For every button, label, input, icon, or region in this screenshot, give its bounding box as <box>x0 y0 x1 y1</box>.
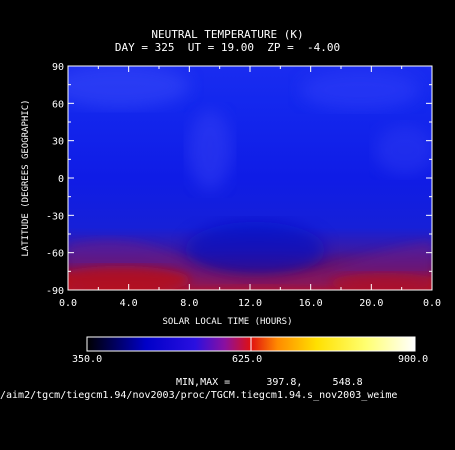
heat-patch-center <box>188 110 232 190</box>
x-tick-label: 16.0 <box>299 298 323 309</box>
colorbar-min-label: 350.0 <box>72 354 103 365</box>
heat-patch-east <box>375 125 432 175</box>
max-value: 548.8 <box>332 377 363 388</box>
x-tick-label: 20.0 <box>359 298 383 309</box>
colorbar-max-label: 900.0 <box>398 354 429 365</box>
y-axis-ticks <box>68 65 432 291</box>
colorbar-mid-label: 625.0 <box>232 354 263 365</box>
min-max-label: MIN,MAX = <box>176 377 231 388</box>
heat-patch-sw-red <box>68 266 190 290</box>
chart-title: NEUTRAL TEMPERATURE (K) <box>151 28 304 41</box>
y-tick-label: 30 <box>52 137 64 148</box>
x-axis-tick-labels: 0.0 4.0 8.0 12.0 16.0 20.0 0.0 <box>59 298 441 309</box>
y-tick-label: -90 <box>46 286 64 297</box>
min-value: 397.8, <box>266 377 303 388</box>
y-tick-label: 60 <box>52 99 64 110</box>
y-tick-label: -30 <box>46 211 64 222</box>
x-axis-label: SOLAR LOCAL TIME (HOURS) <box>162 317 293 327</box>
min-max-readout: MIN,MAX = 397.8, 548.8 <box>176 377 363 389</box>
y-tick-label: 90 <box>52 62 64 73</box>
x-tick-label: 4.0 <box>120 298 138 309</box>
x-tick-label: 0.0 <box>59 298 77 309</box>
y-tick-label: 0 <box>58 174 64 185</box>
x-tick-label: 8.0 <box>180 298 198 309</box>
heat-patch-ne <box>300 70 420 110</box>
y-axis-label: LATITUDE (DEGREES GEOGRAPHIC) <box>21 99 31 257</box>
x-tick-label: 0.0 <box>423 298 441 309</box>
x-axis-ticks <box>67 66 433 290</box>
heat-patch-nw <box>68 66 190 108</box>
heat-patch-se-red <box>330 273 432 290</box>
heatmap-field <box>68 66 432 290</box>
file-path: /aim2/tgcm/tiegcm1.94/nov2003/proc/TGCM.… <box>0 390 398 401</box>
heat-patch-min <box>185 222 325 278</box>
x-tick-label: 12.0 <box>238 298 262 309</box>
y-tick-label: -60 <box>46 249 64 260</box>
y-axis-tick-labels: 90 60 30 0 -30 -60 -90 <box>46 62 64 297</box>
chart-subtitle: DAY = 325 UT = 19.00 ZP = -4.00 <box>114 41 341 54</box>
